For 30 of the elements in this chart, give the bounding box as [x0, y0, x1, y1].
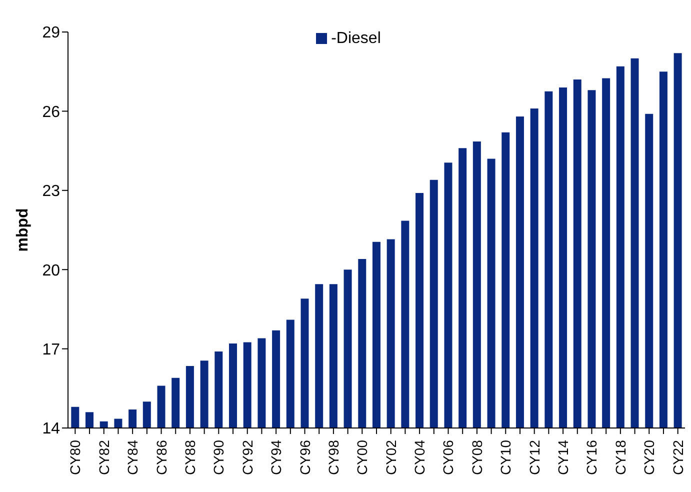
x-tick-label: CY12	[526, 440, 542, 476]
x-tick-label: CY82	[96, 440, 112, 476]
x-tick-label: CY86	[153, 440, 170, 476]
x-tick-label: CY04	[412, 440, 428, 476]
y-tick-label: 17	[42, 341, 60, 358]
x-tick-label: CY94	[268, 440, 284, 476]
x-tick-label: CY92	[239, 440, 256, 476]
y-tick-label: 20	[42, 262, 60, 280]
x-tick-label: CY08	[468, 440, 485, 476]
x-tick-label: CY02	[382, 440, 399, 476]
y-tick-label: 23	[42, 183, 60, 200]
x-tick-label: CY00	[354, 440, 370, 476]
x-tick-label: CY14	[555, 440, 572, 476]
x-tick-label: CY18	[612, 440, 628, 476]
x-tick-label: CY22	[670, 440, 686, 476]
legend-label: -Diesel	[331, 30, 381, 47]
y-axis-title: mbpd	[14, 208, 32, 252]
x-tick-label: CY96	[296, 440, 313, 476]
y-tick-label: 29	[42, 24, 60, 42]
x-tick-label: CY88	[182, 440, 198, 476]
x-tick-label: CY20	[641, 440, 658, 476]
x-tick-label: CY98	[325, 440, 342, 476]
y-tick-label: 14	[42, 420, 60, 438]
x-tick-label: CY80	[67, 440, 84, 476]
x-tick-label: CY90	[210, 440, 227, 476]
x-tick-label: CY06	[440, 440, 456, 476]
x-tick-label: CY84	[124, 440, 141, 476]
x-tick-label: CY10	[498, 440, 514, 476]
x-tick-label: CY16	[584, 440, 600, 476]
y-tick-label: 26	[42, 104, 60, 121]
